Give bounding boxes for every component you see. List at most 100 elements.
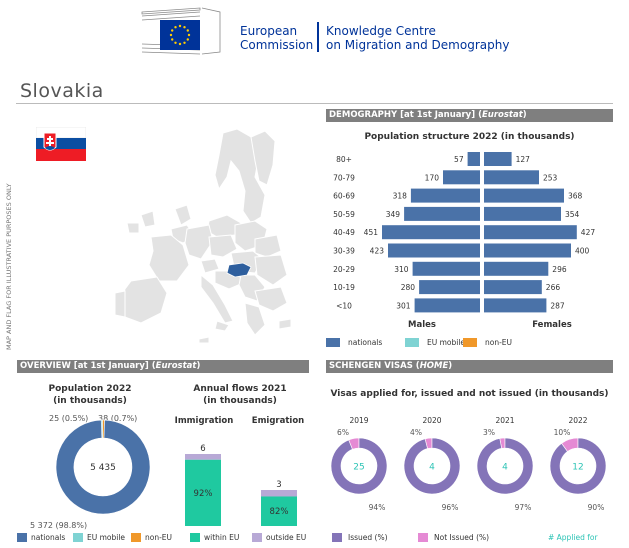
pyramid-value-male: 318 <box>393 192 408 201</box>
pyramid-age-label: 80+ <box>336 155 352 164</box>
pyramid-bar-female <box>484 298 547 313</box>
header-separator <box>317 22 319 52</box>
visa-slice-issued <box>476 437 534 495</box>
legend-label-non-eu: non-EU <box>485 338 513 347</box>
visa-year-label: 2022 <box>568 416 587 425</box>
schengen-section-header: SCHENGEN VISAS (HOME) <box>326 360 613 373</box>
eu-star-icon <box>183 26 186 29</box>
flow-bar-outside-eu <box>185 454 221 460</box>
pyramid-age-label: 60-69 <box>333 192 355 201</box>
population-donut-title: Population 2022 (in thousands) <box>30 383 150 407</box>
pyramid-age-label: 70-79 <box>333 173 355 182</box>
eu-star-icon <box>174 41 177 44</box>
population-pyramid-chart: 80+ 57 127 70-79 170 253 60-69 318 368 50-59 349 35… <box>333 152 596 330</box>
europe-map <box>114 128 292 344</box>
ov-legend-non-eu: non-EU <box>131 533 172 542</box>
visa-not-issued-pct: 3% <box>483 428 495 437</box>
pyramid-value-female: 368 <box>568 192 583 201</box>
visa-slice-issued <box>549 437 607 495</box>
flow-pct-label: 82% <box>270 507 289 517</box>
visa-applied-value: 4 <box>429 463 435 473</box>
flow-bar-within-eu <box>185 459 221 526</box>
visas-legend-applied: # Applied for <box>548 533 598 542</box>
legend-swatch-non-eu <box>463 338 477 347</box>
pyramid-value-female: 253 <box>543 173 558 182</box>
ov-legend-label-outside-eu: outside EU <box>266 533 307 542</box>
flow-total-label: 3 <box>276 480 281 490</box>
pyramid-value-male: 423 <box>370 247 385 256</box>
pyramid-bar-male <box>410 188 480 203</box>
visa-applied-value: 4 <box>502 463 508 473</box>
visas-legend-label-not-issued: Not Issued (%) <box>434 533 490 542</box>
flows-title-line1: Annual flows 2021 <box>193 384 287 394</box>
visa-issued-pct: 90% <box>588 503 605 512</box>
ov-legend-label-nationals: nationals <box>31 533 66 542</box>
visa-applied-value: 25 <box>353 463 364 473</box>
org-name: European Commission <box>240 24 313 52</box>
pyramid-bar-male <box>443 170 480 185</box>
eu-star-icon <box>178 24 182 28</box>
pyramid-age-label: <10 <box>336 301 352 310</box>
pyramid-value-male: 451 <box>364 228 379 237</box>
pyramid-bar-female <box>484 225 577 240</box>
visa-issued-pct: 94% <box>369 503 386 512</box>
visa-issued-pct: 97% <box>515 503 532 512</box>
pyramid-bar-male <box>414 298 480 313</box>
visa-issued-pct: 96% <box>442 503 459 512</box>
ov-legend-nationals: nationals <box>17 533 65 542</box>
visas-swatch-not-issued <box>418 533 428 542</box>
schengen-section-title: SCHENGEN VISAS <box>329 361 413 371</box>
kc-name-line1: Knowledge Centre <box>326 24 436 38</box>
donut-label-nationals: 5 372 (98.8%) <box>30 521 87 530</box>
slovakia-shape <box>226 262 252 278</box>
pyramid-bar-female <box>484 152 512 166</box>
pyramid-males-label: Males <box>408 320 436 330</box>
schengen-visas-chart: 2019 25 6% 94% 2020 4 4% 96% 2021 4 3% 97% 2022 12 10%… <box>330 416 607 512</box>
pyramid-value-female: 127 <box>516 155 531 164</box>
pyramid-age-label: 40-49 <box>333 228 355 237</box>
eu-star-icon <box>186 29 189 32</box>
pyramid-value-female: 296 <box>552 265 567 274</box>
pyramid-value-female: 427 <box>581 228 596 237</box>
population-title-line2: (in thousands) <box>53 396 127 406</box>
pyramid-bar-female <box>484 261 549 276</box>
pyramid-age-label: 20-29 <box>333 265 355 274</box>
donut-center-total: 5 435 <box>90 463 116 473</box>
eu-star-icon <box>171 38 174 41</box>
ov-legend-label-within-eu: within EU <box>204 533 240 542</box>
ov-legend-label-non-eu: non-EU <box>145 533 173 542</box>
eu-star-icon <box>169 33 173 37</box>
visa-year-label: 2021 <box>495 416 514 425</box>
donut-label-non-eu: 38 (0.7%) <box>98 414 137 423</box>
eu-star-icon <box>171 29 174 32</box>
overview-source: Eurostat <box>155 361 197 371</box>
pyramid-bar-female <box>484 188 564 203</box>
pyramid-value-male: 170 <box>425 173 440 182</box>
overview-legend: nationals EU mobile non-EU within EU out… <box>17 531 317 545</box>
pyramid-age-label: 10-19 <box>333 283 355 292</box>
legend-label-nationals: nationals <box>348 338 383 347</box>
ov-swatch-outside-eu <box>252 533 262 542</box>
visa-year-label: 2019 <box>349 416 368 425</box>
emigration-label: Emigration <box>251 416 305 426</box>
legend-item-non-eu: non-EU <box>463 338 512 347</box>
visa-year-label: 2020 <box>422 416 441 425</box>
visa-not-issued-pct: 4% <box>410 428 422 437</box>
org-name-line1: European <box>240 24 298 38</box>
map-disclaimer-text: MAP AND FLAG FOR ILLUSTRATIVE PURPOSES O… <box>5 183 13 350</box>
pyramid-value-female: 354 <box>565 210 580 219</box>
annual-flows-chart: 6 92% 3 82% <box>185 444 297 526</box>
visas-legend-label-issued: Issued (%) <box>348 533 388 542</box>
flow-bar-outside-eu <box>261 490 297 497</box>
overview-section-header: OVERVIEW [at 1st January] (Eurostat) <box>17 360 309 373</box>
map-disclaimer: MAP AND FLAG FOR ILLUSTRATIVE PURPOSES O… <box>5 150 17 350</box>
kc-name-line2: on Migration and Demography <box>326 38 510 52</box>
title-divider <box>16 103 613 104</box>
kc-name: Knowledge Centre on Migration and Demogr… <box>326 24 509 52</box>
legend-item-nationals: nationals <box>326 338 382 347</box>
pyramid-value-female: 266 <box>546 283 561 292</box>
pyramid-bar-male <box>467 152 480 166</box>
ov-swatch-nationals <box>17 533 27 542</box>
pyramid-females-label: Females <box>532 320 572 330</box>
visa-slice-issued <box>403 437 461 495</box>
